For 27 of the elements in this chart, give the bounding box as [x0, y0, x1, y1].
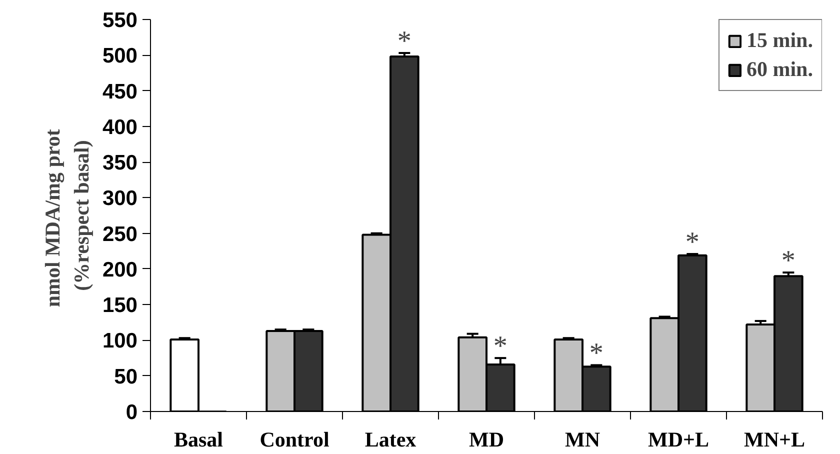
y-tick-label: 50 — [114, 365, 138, 388]
annotation: * — [493, 331, 508, 362]
y-tick-label: 100 — [102, 330, 138, 353]
y-tick-label: 200 — [102, 258, 138, 282]
y-tick-label: 450 — [102, 80, 138, 104]
y-tick-label: 400 — [102, 116, 138, 139]
y-tick-label: 550 — [102, 9, 138, 32]
annotation: * — [397, 26, 412, 57]
x-tick-label: Basal — [174, 428, 224, 452]
x-tick-label: MD+L — [648, 428, 709, 452]
legend-label: 60 min. — [746, 57, 813, 82]
legend-label: 15 min. — [746, 28, 813, 53]
annotation: * — [781, 246, 796, 277]
annotation: * — [685, 226, 700, 258]
y-tick-label: 350 — [102, 152, 138, 175]
x-tick-label: MN+L — [744, 428, 805, 452]
y-axis-title: nmol MDA/mg prot (%respect basal) — [40, 129, 94, 308]
y-tick-label: 250 — [102, 222, 138, 246]
annotation: * — [589, 338, 604, 370]
y-tick-label: 0 — [126, 401, 138, 424]
y-tick-label: 150 — [102, 294, 138, 318]
x-tick-label: MN — [565, 428, 600, 452]
y-tick-label: 300 — [102, 187, 138, 210]
x-tick-label: Latex — [364, 428, 417, 452]
x-tick-label: MD — [469, 428, 504, 452]
y-tick-label: 500 — [102, 44, 138, 68]
x-tick-label: Control — [260, 428, 330, 452]
